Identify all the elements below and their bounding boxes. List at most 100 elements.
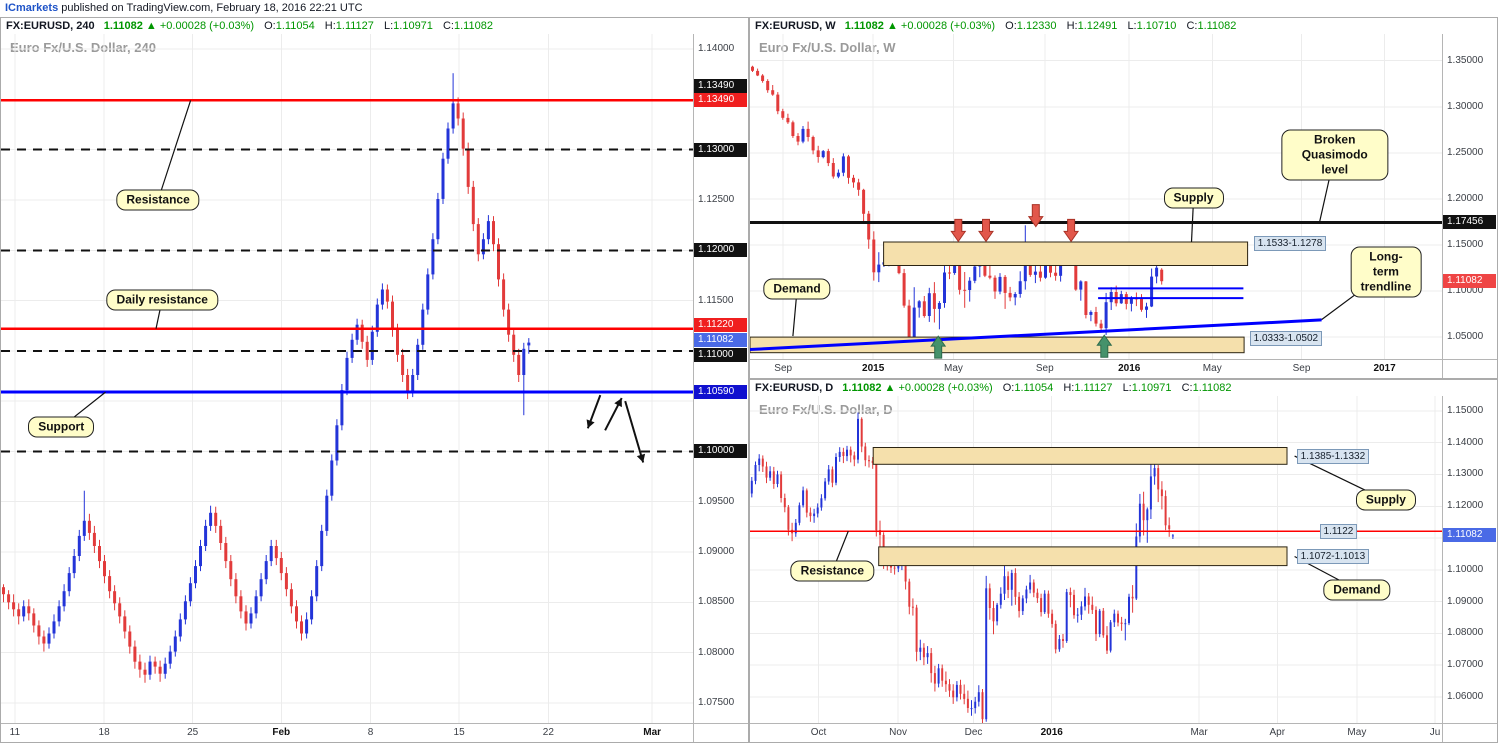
low-key: L: (1127, 20, 1137, 32)
range-label: 1.1533-1.1278 (1253, 236, 1327, 252)
callout-resistance[interactable]: Resistance (116, 189, 200, 211)
open-value: 1.12330 (1016, 20, 1057, 32)
price-tick: 1.30000 (1447, 100, 1484, 112)
price-label: 1.13490 (694, 79, 747, 94)
callout-demand[interactable]: Demand (1323, 579, 1391, 601)
callout-long-term-trendline[interactable]: Long-term trendline (1350, 246, 1422, 298)
chart-svg-daily[interactable] (750, 396, 1442, 723)
callout-resistance[interactable]: Resistance (790, 560, 875, 582)
price-axis-weekly[interactable]: 1.35000 1.30000 1.25000 1.20000 1.15000 1.100… (1442, 34, 1497, 359)
down-arrow-icon (1063, 218, 1080, 243)
symbol-name[interactable]: FX:EURUSD, W (755, 20, 836, 32)
time-tick: Sep (1292, 363, 1311, 374)
price-change: +0.00028 (+0.03%) (900, 20, 996, 32)
time-tick: 15 (453, 727, 465, 738)
high-key: H: (1066, 20, 1078, 32)
price-tick: 1.12500 (698, 193, 735, 205)
price-label: 1.17456 (1443, 215, 1496, 230)
up-arrow-icon (1096, 334, 1113, 358)
supply-demand-zone (872, 447, 1288, 465)
time-tick: Nov (889, 727, 907, 738)
price-label: 1.10590 (694, 385, 747, 400)
price-tick: 1.14000 (1447, 436, 1484, 448)
time-tick: Ju (1429, 727, 1441, 738)
price-tick: 1.07500 (698, 696, 735, 708)
callout-supply[interactable]: Supply (1163, 187, 1224, 209)
high-value: 1.12491 (1077, 20, 1118, 32)
price-tick: 1.20000 (1447, 192, 1484, 204)
price-tick: 1.05000 (1447, 331, 1484, 343)
low-value: 1.10971 (393, 20, 433, 32)
chart-canvas-weekly[interactable]: Euro Fx/U.S. Dollar, W 1.1533-1.1278 1.03… (750, 34, 1442, 359)
price-label: 1.11082 (1443, 528, 1496, 543)
callout-daily-resistance[interactable]: Daily resistance (106, 289, 218, 311)
low-value: 1.10710 (1136, 20, 1177, 32)
price-change: +0.00028 (+0.03%) (159, 20, 255, 32)
price-axis-daily[interactable]: 1.150001.140001.130001.120001.110001.100… (1442, 396, 1497, 723)
time-tick: Apr (1269, 727, 1286, 738)
open-key: O: (1005, 20, 1017, 32)
time-tick: Dec (964, 727, 983, 738)
chart-svg-4h[interactable] (1, 34, 693, 723)
up-arrow-icon: ▲ (884, 382, 896, 394)
symbol-bar-daily: FX:EURUSD, D 1.11082 ▲ +0.00028 (+0.03%)… (750, 380, 1497, 396)
price-tick: 1.08000 (698, 646, 735, 658)
callout-support[interactable]: Support (28, 416, 95, 438)
time-tick: 2016 (1118, 363, 1141, 374)
price-tick: 1.08500 (698, 596, 735, 608)
price-label: 1.11082 (694, 332, 747, 347)
time-axis-4h[interactable]: 11 18 25 Feb 8 15 22 Mar (1, 723, 748, 742)
axis-corner (1442, 360, 1497, 378)
price-tick: 1.15000 (1447, 404, 1484, 416)
symbol-name[interactable]: FX:EURUSD, 240 (6, 20, 95, 32)
time-tick: 11 (9, 727, 21, 738)
chart-svg-weekly[interactable] (750, 34, 1442, 359)
price-change: +0.00028 (+0.03%) (898, 382, 993, 394)
callout-demand[interactable]: Demand (763, 278, 831, 300)
close-value: 1.11082 (1192, 382, 1232, 394)
watermark: Euro Fx/U.S. Dollar, W (759, 40, 896, 55)
price-tick: 1.10000 (1447, 563, 1484, 575)
down-arrow-icon (950, 218, 967, 243)
price-tick: 1.13000 (1447, 468, 1484, 480)
watermark: Euro Fx/U.S. Dollar, D (759, 402, 893, 417)
time-tick: 8 (367, 727, 374, 738)
time-axis-weekly[interactable]: Sep 2015 May Sep 2016 May Sep 2017 (750, 359, 1497, 378)
price-label: 1.11220 (694, 317, 747, 332)
publisher-link[interactable]: ICmarkets (5, 2, 59, 14)
annotation-arrow (624, 400, 645, 463)
price-label: 1.13000 (694, 142, 747, 157)
open-key: O: (1002, 382, 1015, 394)
chart-layout: FX:EURUSD, 240 1.11082 ▲ +0.00028 (+0.03… (0, 17, 1498, 743)
time-tick: May (1347, 727, 1367, 738)
symbol-name[interactable]: FX:EURUSD, D (755, 382, 834, 394)
chart-canvas-daily[interactable]: Euro Fx/U.S. Dollar, D 1.1385-1.1332 1.11… (750, 396, 1442, 723)
last-price: 1.11082 (103, 20, 143, 32)
open-value: 1.11054 (275, 20, 315, 32)
close-key: C: (442, 20, 454, 32)
callout-broken-quasimodo-level[interactable]: Broken Quasimodo level (1281, 129, 1389, 181)
high-key: H: (324, 20, 336, 32)
supply-demand-zone (878, 546, 1288, 567)
range-label: 1.0333-1.0502 (1249, 330, 1323, 346)
down-arrow-icon (1027, 204, 1044, 228)
last-price: 1.11082 (842, 382, 882, 394)
price-tick: 1.10000 (1447, 285, 1484, 297)
chart-canvas-4h[interactable]: Euro Fx/U.S. Dollar, 240 Resistance Daily… (1, 34, 693, 723)
price-axis-4h[interactable]: 1.14000 1.12500 1.11500 1.09500 1.09000 1.085… (693, 34, 748, 723)
axis-corner (1442, 724, 1497, 742)
price-tick: 1.06000 (1447, 690, 1484, 702)
time-tick: Feb (272, 727, 291, 738)
low-key: L: (383, 20, 394, 32)
time-tick: Sep (1035, 363, 1054, 374)
price-tick: 1.09500 (698, 495, 735, 507)
supply-demand-zone (883, 241, 1249, 266)
price-tick: 1.11500 (698, 294, 734, 306)
time-axis-daily[interactable]: Oct Nov Dec 2016 Mar Apr May Ju (750, 723, 1497, 742)
callout-supply[interactable]: Supply (1355, 489, 1416, 511)
high-value: 1.11127 (335, 20, 374, 32)
price-tick: 1.09000 (698, 546, 735, 557)
price-label: 1.12000 (694, 243, 747, 258)
range-label: 1.1072-1.1013 (1296, 549, 1370, 565)
low-value: 1.10971 (1131, 382, 1172, 394)
